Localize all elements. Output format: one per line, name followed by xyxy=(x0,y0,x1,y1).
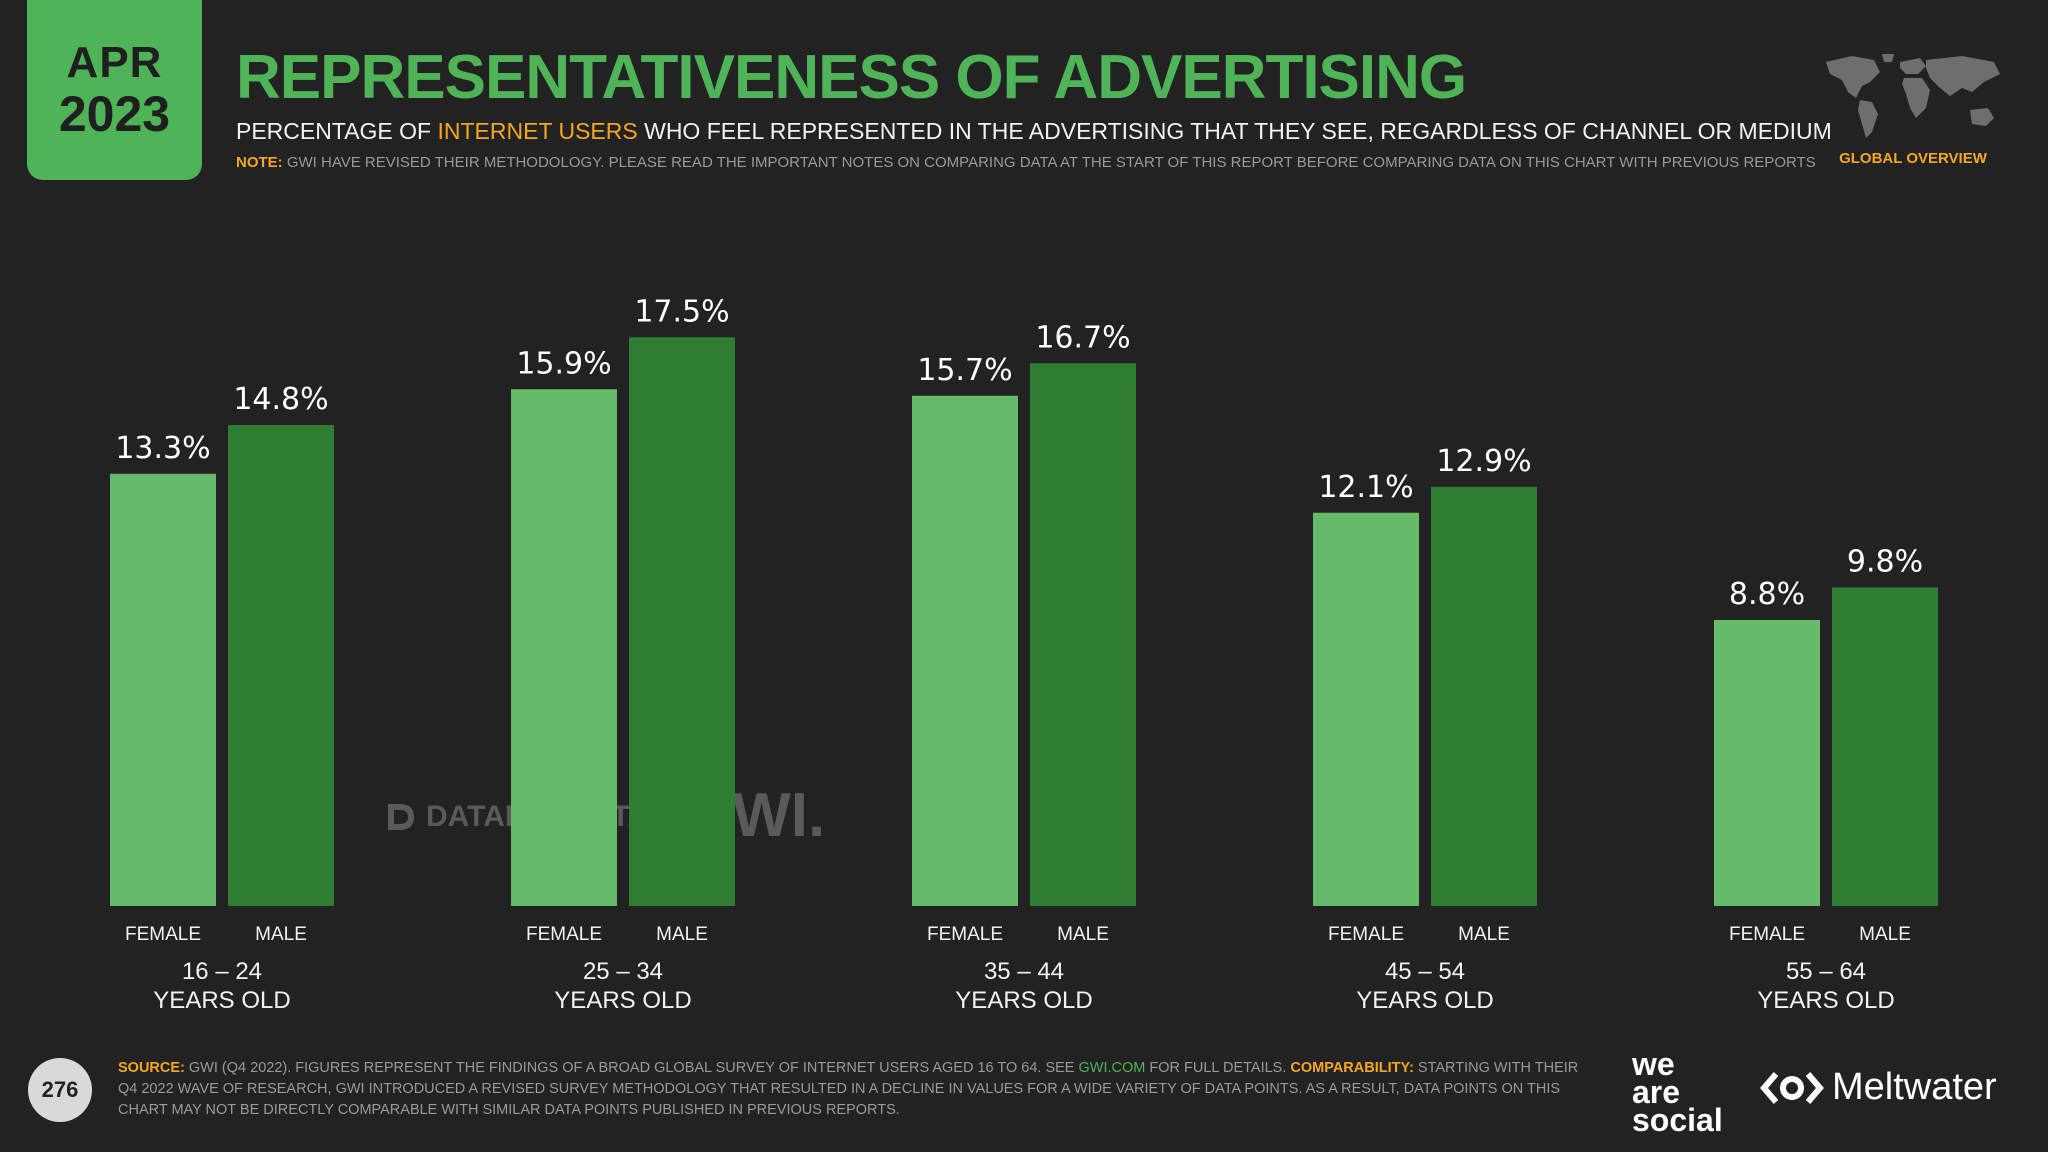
source-text-1: GWI (Q4 2022). FIGURES REPRESENT THE FIN… xyxy=(184,1060,1079,1076)
gender-label-female-1: FEMALE xyxy=(526,924,602,945)
value-label-male-0: 14.8% xyxy=(233,382,328,417)
logo-line-2: are xyxy=(1632,1074,1681,1110)
gender-label-female-3: FEMALE xyxy=(1328,924,1404,945)
value-label-female-3: 12.1% xyxy=(1318,470,1413,505)
date-month: APR xyxy=(66,38,163,87)
value-label-female-2: 15.7% xyxy=(917,353,1012,388)
world-map-icon xyxy=(1826,54,2000,138)
age-group-label-2: 35 – 44 xyxy=(984,958,1064,985)
age-group-sublabel-0: YEARS OLD xyxy=(153,987,290,1014)
age-group-sublabel-1: YEARS OLD xyxy=(554,987,691,1014)
date-year: 2023 xyxy=(58,86,171,142)
datareportal-text: DATAREPORTAL xyxy=(426,800,668,833)
bar-female-3 xyxy=(1313,512,1419,906)
value-label-female-0: 13.3% xyxy=(115,431,210,466)
age-group-sublabel-3: YEARS OLD xyxy=(1356,987,1493,1014)
methodology-note: NOTE: GWI HAVE REVISED THEIR METHODOLOGY… xyxy=(236,154,1816,171)
age-group-label-1: 25 – 34 xyxy=(583,958,663,985)
logo-line-1: we xyxy=(1632,1046,1675,1082)
bar-female-2 xyxy=(912,395,1018,906)
meltwater-icon xyxy=(1760,1071,1824,1104)
gender-label-male-0: MALE xyxy=(255,924,307,945)
gender-label-male-2: MALE xyxy=(1057,924,1109,945)
page-title: REPRESENTATIVENESS OF ADVERTISING xyxy=(236,43,1467,112)
we-are-social-logo: we are social xyxy=(1632,1046,1723,1138)
age-group-label-0: 16 – 24 xyxy=(182,958,262,985)
datareportal-watermark: DATAREPORTAL xyxy=(384,800,668,834)
logo-line-3: social xyxy=(1632,1102,1723,1138)
bar-female-4 xyxy=(1714,620,1820,906)
age-group-label-4: 55 – 64 xyxy=(1786,958,1866,985)
bar-male-4 xyxy=(1832,587,1938,906)
age-group-sublabel-4: YEARS OLD xyxy=(1757,987,1894,1014)
gender-label-male-1: MALE xyxy=(656,924,708,945)
subtitle: PERCENTAGE OF INTERNET USERS WHO FEEL RE… xyxy=(236,118,1832,145)
source-note: SOURCE: GWI (Q4 2022). FIGURES REPRESENT… xyxy=(118,1058,1588,1121)
value-label-male-2: 16.7% xyxy=(1035,320,1130,355)
value-label-male-3: 12.9% xyxy=(1436,444,1531,479)
subtitle-post: WHO FEEL REPRESENTED IN THE ADVERTISING … xyxy=(637,118,1832,144)
source-label: SOURCE: xyxy=(118,1060,185,1076)
gender-label-female-0: FEMALE xyxy=(125,924,201,945)
gender-label-female-2: FEMALE xyxy=(927,924,1003,945)
gwi-watermark: GWI. xyxy=(684,781,826,850)
bar-male-3 xyxy=(1431,486,1537,906)
subtitle-pre: PERCENTAGE OF xyxy=(236,118,438,144)
region-label: GLOBAL OVERVIEW xyxy=(1839,150,1987,167)
comparability-text: STARTING WITH THEIR Q4 2022 WAVE OF RESE… xyxy=(118,1060,1579,1118)
page-number: 276 xyxy=(28,1058,92,1122)
source-text-2: FOR FULL DETAILS. xyxy=(1145,1060,1291,1076)
meltwater-logo: Meltwater xyxy=(1760,1066,1997,1109)
value-label-female-4: 8.8% xyxy=(1729,577,1805,612)
bar-female-0 xyxy=(110,473,216,906)
value-label-female-1: 15.9% xyxy=(516,346,611,381)
value-label-male-4: 9.8% xyxy=(1847,545,1923,580)
bar-male-0 xyxy=(228,425,334,906)
age-group-sublabel-2: YEARS OLD xyxy=(955,987,1092,1014)
bar-male-2 xyxy=(1030,363,1136,906)
gender-label-male-3: MALE xyxy=(1458,924,1510,945)
date-badge: APR 2023 xyxy=(27,0,202,180)
comparability-label: COMPARABILITY: xyxy=(1290,1060,1414,1076)
source-link[interactable]: GWI.COM xyxy=(1078,1060,1146,1076)
note-text: GWI HAVE REVISED THEIR METHODOLOGY. PLEA… xyxy=(282,154,1816,171)
datareportal-logo-icon xyxy=(388,804,414,830)
subtitle-highlight: INTERNET USERS xyxy=(437,118,638,144)
note-label: NOTE: xyxy=(236,154,283,171)
age-group-label-3: 45 – 54 xyxy=(1385,958,1465,985)
value-label-male-1: 17.5% xyxy=(634,294,729,329)
meltwater-text: Meltwater xyxy=(1832,1066,1997,1108)
gender-label-male-4: MALE xyxy=(1859,924,1911,945)
gender-label-female-4: FEMALE xyxy=(1729,924,1805,945)
